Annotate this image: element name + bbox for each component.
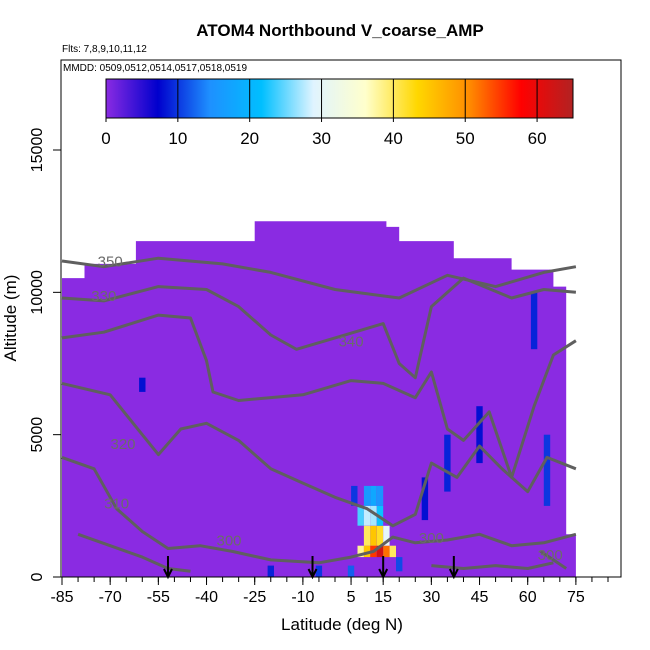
contour-line (61, 256, 577, 300)
heatmap-cell (376, 485, 384, 506)
heatmap-cell (139, 377, 146, 392)
contour-line (61, 381, 577, 528)
heatmap-cell (421, 477, 429, 521)
contour-label: 310 (104, 496, 129, 513)
x-tick-label: -25 (243, 589, 266, 606)
x-tick-label: 15 (374, 589, 392, 606)
x-tick-label: 60 (519, 589, 537, 606)
heatmap-cell (357, 505, 364, 526)
contour-line (61, 455, 577, 565)
colorbar: 0 10 20 30 40 50 60 (101, 78, 574, 148)
data-coverage-area (62, 221, 576, 577)
x-axis: -85 -70 -55 -40 -25 -10 5 15 30 45 60 75 (50, 577, 609, 606)
heatmap-cell (543, 434, 551, 506)
heatmap-layer (62, 221, 576, 577)
heatmap-cell (376, 525, 384, 546)
x-tick-label: 30 (422, 589, 440, 606)
x-tick-label: -40 (195, 589, 218, 606)
contour-line (61, 276, 577, 380)
x-tick-label: 75 (567, 589, 585, 606)
heatmap-cell (383, 545, 390, 558)
colorbar-tick-label: 0 (101, 129, 110, 148)
heatmap-cell (530, 292, 538, 350)
heatmap-cell (315, 565, 323, 577)
latitude-arrow (378, 556, 389, 580)
x-axis-label: Latitude (deg N) (281, 615, 403, 634)
colorbar-tick-label: 50 (456, 129, 475, 148)
contour-label: 300 (216, 533, 241, 550)
heatmap-cell (370, 505, 377, 526)
heatmap-cell (370, 525, 377, 546)
heatmap-cell (444, 434, 451, 492)
y-axis: 0 5000 10000 15000 (29, 128, 61, 581)
x-tick-label: 45 (471, 589, 489, 606)
y-tick-label: 15000 (29, 128, 46, 173)
y-axis-label: Altitude (m) (1, 275, 20, 362)
x-tick-label: 5 (347, 589, 356, 606)
colorbar-tick-label: 10 (168, 129, 187, 148)
y-tick-label: 5000 (29, 417, 46, 453)
dates-label: MMDD: 0509,0512,0514,0517,0518,0519 (63, 63, 247, 74)
flights-label: Flts: 7,8,9,10,11,12 (62, 44, 147, 55)
heatmap-cell (376, 545, 384, 558)
heatmap-cell (267, 565, 274, 577)
colorbar-tick-label: 30 (312, 129, 331, 148)
contour-label: 300 (538, 547, 563, 564)
plot-frame (60, 59, 622, 578)
colorbar-tick-label: 20 (240, 129, 259, 148)
chart-title: ATOM4 Northbound V_coarse_AMP (196, 21, 483, 40)
y-tick-label: 10000 (29, 270, 46, 315)
contour-label: 330 (91, 288, 116, 305)
contour-line (77, 532, 191, 573)
contour-label: 350 (98, 254, 123, 271)
contour-label: 320 (110, 436, 135, 453)
x-tick-label: -85 (50, 589, 73, 606)
y-tick-label: 0 (29, 572, 46, 581)
heatmap-cell (363, 545, 371, 558)
heatmap-cell (347, 565, 355, 577)
heatmap-cell (357, 545, 364, 558)
heatmap-cell (370, 485, 377, 506)
heatmap-cell (363, 485, 371, 506)
colorbar-tick-label: 40 (384, 129, 403, 148)
contour-line (539, 550, 568, 570)
contour-label: 340 (339, 333, 364, 350)
heatmap-cell (363, 505, 371, 526)
x-tick-label: -70 (99, 589, 122, 606)
heatmap-cell (476, 406, 483, 464)
latitude-arrow (163, 556, 173, 580)
heatmap-cell (389, 545, 396, 558)
colorbar-ticks: 0 10 20 30 40 50 60 (101, 79, 547, 148)
x-tick-label: -55 (147, 589, 170, 606)
latitude-arrow (448, 556, 459, 580)
latitude-arrow (307, 556, 318, 580)
heatmap-cell (383, 525, 390, 546)
contour-label: 300 (419, 530, 444, 547)
heatmap-cell (351, 485, 358, 506)
latitude-arrows (163, 556, 459, 580)
heatmap-cell (396, 557, 403, 572)
colorbar-tick-label: 60 (528, 129, 547, 148)
contour-line (431, 561, 554, 570)
contour-lines: 350 330 340 320 310 300 300 300 (61, 254, 577, 573)
colorbar-gradient (105, 78, 574, 119)
x-tick-label: -10 (291, 589, 314, 606)
heatmap-cell (363, 525, 371, 546)
